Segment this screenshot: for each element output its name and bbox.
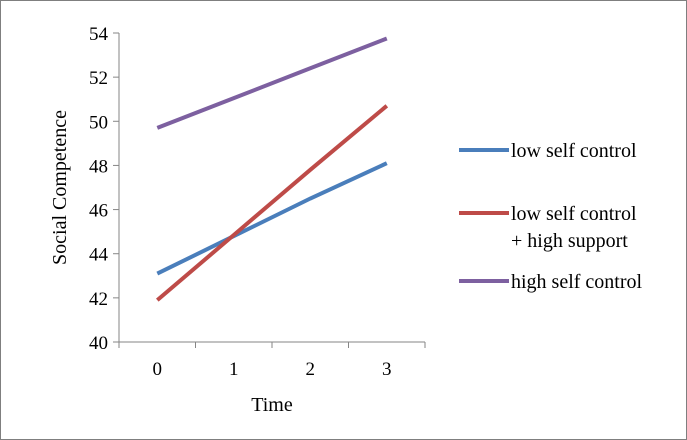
legend-label-1: low self control	[511, 140, 637, 162]
y-tick-label: 52	[89, 68, 108, 89]
y-tick-label: 54	[89, 24, 109, 45]
y-tick-label: 42	[89, 289, 108, 310]
y-tick-label: 46	[89, 201, 108, 222]
legend-label-2: low self control	[511, 203, 637, 225]
x-tick-label: 2	[306, 359, 316, 380]
y-tick-label: 50	[89, 112, 108, 133]
x-axis-title: Time	[251, 394, 293, 416]
x-tick-label: 3	[382, 359, 392, 380]
y-tick-label: 48	[89, 156, 108, 177]
series-line-2	[156, 104, 389, 302]
y-axis-title: Social Competence	[49, 110, 71, 265]
legend-label-3: high self control	[511, 271, 643, 293]
series-line-3	[156, 36, 388, 130]
x-tick-label: 1	[229, 359, 239, 380]
series-line-1	[156, 161, 388, 276]
series-group	[156, 36, 389, 302]
legend-label-2: + high support	[511, 230, 628, 252]
y-tick-label: 44	[89, 245, 109, 266]
legend: low self control low self control + high s…	[459, 140, 643, 293]
axes: 40 42 44 46 48 50 52 54 0 1 2 3	[89, 24, 426, 380]
x-tick-label: 0	[153, 359, 163, 380]
y-tick-label: 40	[89, 333, 108, 354]
